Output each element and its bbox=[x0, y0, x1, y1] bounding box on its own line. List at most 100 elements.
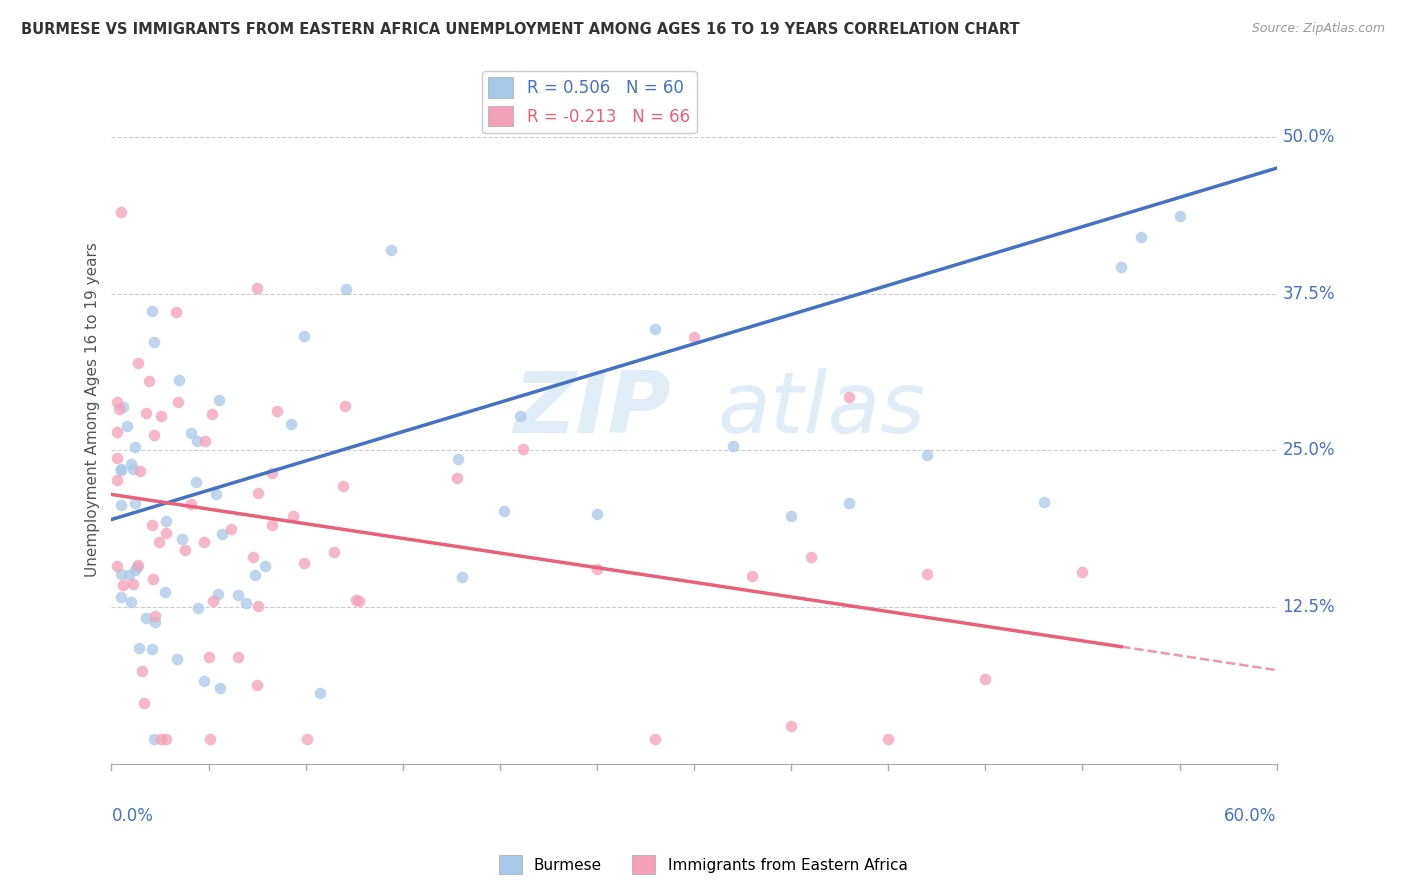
Point bbox=[193, 535, 215, 549]
Point bbox=[155, 514, 177, 528]
Point bbox=[280, 417, 302, 431]
Point bbox=[105, 394, 128, 409]
Point bbox=[110, 499, 132, 513]
Point bbox=[118, 568, 141, 582]
Point bbox=[132, 696, 155, 710]
Point bbox=[915, 567, 938, 582]
Point bbox=[1129, 230, 1152, 244]
Point bbox=[193, 673, 215, 688]
Text: 37.5%: 37.5% bbox=[1282, 285, 1336, 302]
Point bbox=[120, 457, 142, 471]
Point bbox=[683, 330, 706, 344]
Point bbox=[141, 517, 163, 532]
Text: 0.0%: 0.0% bbox=[111, 807, 153, 825]
Point bbox=[915, 448, 938, 462]
Point bbox=[135, 406, 157, 420]
Legend: R = 0.506   N = 60, R = -0.213   N = 66: R = 0.506 N = 60, R = -0.213 N = 66 bbox=[482, 70, 696, 133]
Point bbox=[142, 335, 165, 350]
Point bbox=[112, 401, 135, 415]
Point bbox=[124, 496, 146, 510]
Point bbox=[1111, 260, 1133, 274]
Point bbox=[172, 532, 194, 546]
Y-axis label: Unemployment Among Ages 16 to 19 years: Unemployment Among Ages 16 to 19 years bbox=[86, 243, 100, 577]
Point bbox=[838, 496, 860, 510]
Point bbox=[335, 282, 357, 296]
Point bbox=[198, 649, 221, 664]
Point bbox=[127, 356, 149, 370]
Legend: Burmese, Immigrants from Eastern Africa: Burmese, Immigrants from Eastern Africa bbox=[492, 849, 914, 880]
Point bbox=[184, 475, 207, 489]
Text: 60.0%: 60.0% bbox=[1225, 807, 1277, 825]
Point bbox=[131, 665, 153, 679]
Point bbox=[494, 503, 516, 517]
Point bbox=[242, 549, 264, 564]
Point bbox=[105, 425, 128, 439]
Point bbox=[110, 567, 132, 582]
Point bbox=[122, 577, 145, 591]
Point bbox=[586, 562, 609, 576]
Text: BURMESE VS IMMIGRANTS FROM EASTERN AFRICA UNEMPLOYMENT AMONG AGES 16 TO 19 YEARS: BURMESE VS IMMIGRANTS FROM EASTERN AFRIC… bbox=[21, 22, 1019, 37]
Point bbox=[186, 434, 208, 449]
Point bbox=[344, 592, 367, 607]
Point bbox=[148, 534, 170, 549]
Point bbox=[153, 585, 176, 599]
Point bbox=[247, 599, 270, 613]
Point bbox=[207, 587, 229, 601]
Point bbox=[105, 558, 128, 573]
Point bbox=[141, 641, 163, 656]
Point bbox=[127, 560, 149, 574]
Point bbox=[877, 732, 900, 747]
Point bbox=[201, 408, 224, 422]
Point bbox=[1032, 494, 1054, 508]
Point bbox=[297, 732, 319, 747]
Text: Source: ZipAtlas.com: Source: ZipAtlas.com bbox=[1251, 22, 1385, 36]
Point bbox=[165, 305, 187, 319]
Point bbox=[110, 590, 132, 604]
Text: ZIP: ZIP bbox=[513, 368, 671, 451]
Point bbox=[127, 558, 149, 572]
Point bbox=[107, 401, 129, 416]
Point bbox=[780, 719, 803, 733]
Point bbox=[292, 329, 315, 343]
Point bbox=[124, 440, 146, 454]
Point bbox=[380, 243, 402, 257]
Point bbox=[141, 303, 163, 318]
Point bbox=[235, 596, 257, 610]
Point bbox=[187, 601, 209, 615]
Point bbox=[512, 442, 534, 456]
Point bbox=[209, 681, 232, 696]
Point bbox=[155, 525, 177, 540]
Point bbox=[167, 373, 190, 387]
Point bbox=[509, 409, 531, 423]
Point bbox=[174, 542, 197, 557]
Point bbox=[245, 280, 267, 294]
Point bbox=[205, 487, 228, 501]
Text: 12.5%: 12.5% bbox=[1282, 599, 1336, 616]
Point bbox=[1071, 566, 1094, 580]
Point bbox=[150, 732, 173, 747]
Point bbox=[142, 732, 165, 747]
Point bbox=[586, 508, 609, 522]
Point bbox=[128, 464, 150, 478]
Point bbox=[202, 593, 225, 607]
Point bbox=[180, 497, 202, 511]
Point bbox=[110, 462, 132, 476]
Point bbox=[194, 434, 217, 448]
Point bbox=[446, 470, 468, 484]
Point bbox=[120, 595, 142, 609]
Point bbox=[247, 486, 270, 500]
Point bbox=[149, 409, 172, 424]
Point bbox=[226, 650, 249, 665]
Point bbox=[135, 611, 157, 625]
Point bbox=[124, 563, 146, 577]
Point bbox=[143, 609, 166, 624]
Point bbox=[260, 467, 283, 481]
Point bbox=[105, 450, 128, 465]
Point bbox=[110, 463, 132, 477]
Point bbox=[644, 732, 666, 747]
Text: atlas: atlas bbox=[717, 368, 925, 451]
Point bbox=[644, 322, 666, 336]
Point bbox=[741, 569, 763, 583]
Point bbox=[142, 572, 165, 586]
Point bbox=[166, 652, 188, 666]
